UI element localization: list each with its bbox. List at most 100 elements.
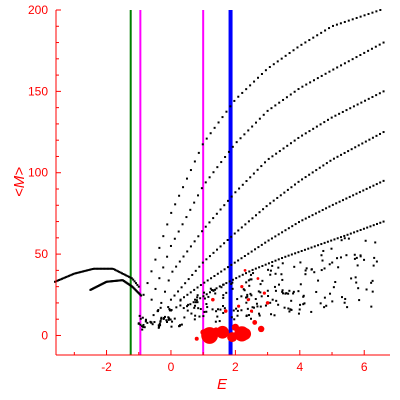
data-point xyxy=(307,247,310,250)
data-point xyxy=(282,292,285,295)
data-point xyxy=(183,316,186,319)
highlight-point xyxy=(211,297,215,302)
data-point xyxy=(292,290,295,293)
data-point xyxy=(281,231,284,234)
data-point xyxy=(216,248,219,251)
data-point xyxy=(339,236,342,239)
data-point xyxy=(346,233,349,236)
data-point xyxy=(144,319,147,322)
data-point xyxy=(301,219,304,222)
x-tick-label: 4 xyxy=(296,360,303,374)
data-point xyxy=(370,281,373,284)
data-point xyxy=(287,292,290,295)
data-point xyxy=(116,270,119,273)
data-point xyxy=(290,186,293,189)
data-point xyxy=(146,321,149,324)
data-point xyxy=(355,256,358,259)
data-point xyxy=(210,277,213,280)
y-tick-label: 200 xyxy=(28,3,48,17)
data-point xyxy=(243,133,246,136)
data-point xyxy=(206,279,209,282)
data-point xyxy=(206,306,209,309)
data-point xyxy=(257,246,260,249)
data-point xyxy=(331,203,334,206)
data-point xyxy=(279,194,282,197)
data-point xyxy=(248,314,251,317)
data-point xyxy=(330,247,333,250)
data-point xyxy=(246,307,249,310)
data-point xyxy=(218,285,221,288)
data-point xyxy=(187,303,190,306)
data-point xyxy=(56,279,59,282)
data-point xyxy=(308,173,311,176)
data-point xyxy=(226,266,229,269)
data-point xyxy=(260,295,263,298)
data-point xyxy=(256,305,259,308)
data-point xyxy=(225,282,228,285)
data-point xyxy=(69,274,72,277)
data-point xyxy=(324,29,327,32)
data-point xyxy=(272,199,275,202)
highlight-point xyxy=(212,327,220,334)
data-point xyxy=(196,301,199,304)
data-point xyxy=(302,303,305,306)
data-point xyxy=(375,183,378,186)
data-point xyxy=(132,278,135,281)
data-point xyxy=(169,318,172,321)
data-point xyxy=(351,58,354,61)
data-point xyxy=(360,101,363,104)
data-point xyxy=(339,22,342,25)
data-point xyxy=(311,214,314,217)
data-point xyxy=(205,310,208,313)
data-point xyxy=(160,317,163,320)
data-point xyxy=(343,237,346,240)
data-point xyxy=(312,79,315,82)
data-point xyxy=(167,279,170,282)
data-point xyxy=(269,301,272,304)
data-point xyxy=(343,234,346,237)
data-point xyxy=(379,132,382,135)
data-point xyxy=(359,228,362,231)
data-point xyxy=(159,324,162,327)
data-point xyxy=(201,143,204,146)
data-point xyxy=(278,101,281,104)
data-point xyxy=(93,267,96,270)
data-point xyxy=(247,279,250,282)
data-point xyxy=(166,223,169,226)
data-point xyxy=(364,140,367,143)
data-point xyxy=(186,305,189,308)
data-point xyxy=(304,41,307,44)
data-point xyxy=(168,309,171,312)
data-point xyxy=(270,313,273,316)
data-point xyxy=(280,57,283,60)
data-point xyxy=(364,239,367,242)
data-point xyxy=(192,301,195,304)
data-point xyxy=(376,222,379,225)
data-point xyxy=(328,205,331,208)
data-point xyxy=(281,257,284,260)
data-point xyxy=(320,31,323,34)
data-point xyxy=(301,85,304,88)
data-point xyxy=(341,199,344,202)
data-point xyxy=(154,258,157,261)
data-point xyxy=(225,110,228,113)
data-point xyxy=(129,276,132,279)
data-point xyxy=(167,318,170,321)
data-point xyxy=(343,151,346,154)
data-point xyxy=(229,105,232,108)
data-point xyxy=(334,114,337,117)
data-point xyxy=(196,286,199,289)
data-point xyxy=(371,279,374,282)
data-point xyxy=(228,280,231,283)
data-point xyxy=(211,308,214,311)
data-point xyxy=(125,274,128,277)
data-point xyxy=(208,176,211,179)
data-point xyxy=(304,273,307,276)
data-point xyxy=(299,283,302,286)
data-point xyxy=(175,265,178,268)
data-point xyxy=(142,325,145,328)
data-point xyxy=(67,274,70,277)
data-point xyxy=(245,296,248,299)
data-point xyxy=(320,74,323,77)
data-point xyxy=(127,275,130,278)
